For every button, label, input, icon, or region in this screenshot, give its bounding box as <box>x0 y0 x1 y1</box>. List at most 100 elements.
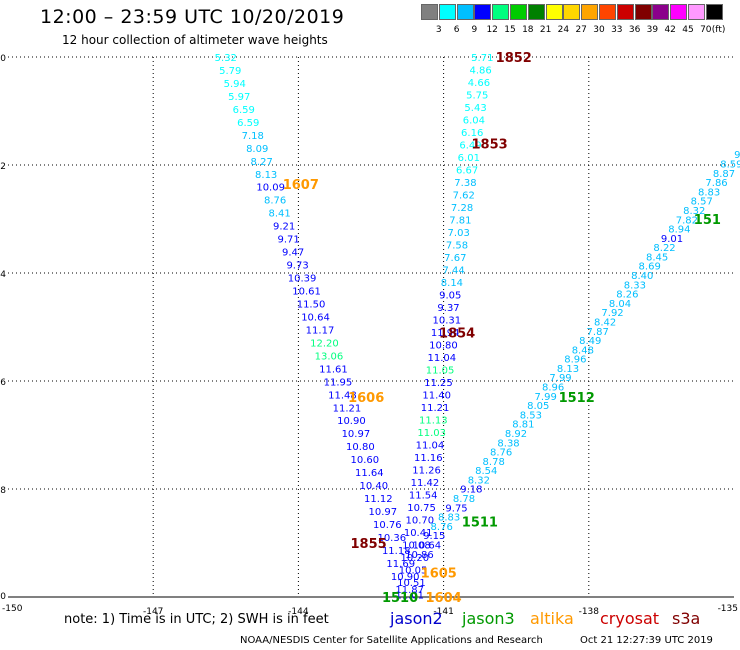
wave-height-value: 6.01 <box>458 153 480 164</box>
color-scale-label: 9 <box>471 25 478 35</box>
wave-height-value: 10.08 <box>402 540 431 551</box>
wave-height-value: 9.15 <box>423 531 445 542</box>
wave-height-value: 8.83 <box>698 187 720 198</box>
wave-height-value: 7.87 <box>587 327 609 338</box>
wave-height-value: 11.13 <box>419 415 448 426</box>
wave-height-value: 11.25 <box>424 378 453 389</box>
wave-height-value: 11.01 <box>395 590 424 601</box>
wave-height-value: 5.43 <box>464 103 486 114</box>
wave-height-value: 8.33 <box>624 280 646 291</box>
color-swatch <box>563 4 581 20</box>
wave-height-value: 4.66 <box>468 78 490 89</box>
color-scale-label: 45 <box>682 25 694 35</box>
wave-height-value: 9.37 <box>437 303 459 314</box>
wave-height-value: 8.32 <box>468 475 490 486</box>
color-swatch <box>545 4 563 20</box>
wave-height-value: 8.57 <box>691 197 713 208</box>
color-scale-label: 70 <box>700 25 712 35</box>
color-scale-label: 30 <box>593 25 605 35</box>
wave-height-value: 4.86 <box>469 65 491 76</box>
wave-height-value: 8.81 <box>512 420 534 431</box>
wave-height-value: 5.97 <box>228 92 250 103</box>
wave-height-value: 7.38 <box>454 178 476 189</box>
wave-height-value: 9.18 <box>460 485 482 496</box>
wave-height-value: 10.76 <box>373 520 402 531</box>
wave-height-value: 11.21 <box>333 403 362 414</box>
wave-height-value: 8.92 <box>505 429 527 440</box>
wave-height-value: 8.87 <box>713 169 735 180</box>
latitude-label: -44 <box>0 270 6 280</box>
wave-height-value: 9.47 <box>282 248 304 259</box>
wave-height-value: 10.90 <box>391 572 420 583</box>
wave-height-value: 8.09 <box>246 144 268 155</box>
color-swatch <box>634 4 652 20</box>
latitude-label: -48 <box>0 486 6 496</box>
wave-height-value: 5.94 <box>224 79 246 90</box>
wave-height-value: 7.58 <box>446 240 468 251</box>
pass-number-label: 1855 <box>350 537 386 552</box>
wave-height-value: 11.21 <box>421 403 450 414</box>
wave-height-value: 8.14 <box>441 278 463 289</box>
wave-height-value: 8.22 <box>653 243 675 254</box>
wave-height-value: 8.41 <box>268 209 290 220</box>
wave-height-value: 8.96 <box>542 383 564 394</box>
wave-height-value: 10.36 <box>377 533 406 544</box>
wave-height-value: 9.73 <box>286 261 308 272</box>
page-title: 12:00 – 23:59 UTC 10/20/2019 <box>40 6 345 28</box>
color-swatch <box>705 4 723 20</box>
pass-number-label: 1511 <box>462 515 498 530</box>
color-swatch <box>652 4 670 20</box>
color-scale-label: 27 <box>575 25 587 35</box>
pass-number-label: 1606 <box>348 391 384 406</box>
wave-height-value: 6.59 <box>233 105 255 116</box>
corner-lat-bottom: -50 <box>0 592 6 602</box>
wave-height-value: 11.17 <box>306 325 335 336</box>
pass-number-label: 1604 <box>426 591 462 606</box>
color-scale-label: 12 <box>486 25 498 35</box>
wave-height-value: 8.45 <box>646 252 668 263</box>
pass-number-label: 1852 <box>496 51 532 66</box>
wave-height-value: 7.44 <box>442 265 464 276</box>
wave-height-value: 11.04 <box>427 353 456 364</box>
wave-height-value: 5.32 <box>215 53 237 64</box>
wave-height-value: 8.40 <box>631 271 653 282</box>
wave-height-value: 11.48 <box>328 390 357 401</box>
corner-lon-left: -150 <box>2 604 23 614</box>
wave-height-value: 8.69 <box>639 262 661 273</box>
corner-lon-right: -135 <box>718 604 738 614</box>
wave-height-value: 9.75 <box>445 503 467 514</box>
color-scale-label: 15 <box>504 25 516 35</box>
wave-height-value: 11.40 <box>422 390 451 401</box>
wave-height-value: 8.05 <box>527 401 549 412</box>
wave-height-value: 11.42 <box>411 478 440 489</box>
wave-height-value: 9.01 <box>661 234 683 245</box>
wave-height-value: 7.92 <box>601 308 623 319</box>
wave-height-value: 11.94 <box>431 328 460 339</box>
wave-height-value: 9.21 <box>273 222 295 233</box>
pass-number-label: 1512 <box>559 391 595 406</box>
wave-height-value: 8.96 <box>564 355 586 366</box>
wave-height-value: 8.83 <box>438 513 460 524</box>
wave-height-value: 7.62 <box>453 190 475 201</box>
wave-height-value: 10.61 <box>292 287 321 298</box>
wave-height-value: 10.75 <box>407 503 436 514</box>
wave-height-value: 9. <box>734 150 740 161</box>
color-swatch <box>456 4 474 20</box>
wave-height-value: 10.41 <box>404 528 433 539</box>
wave-height-value: 9.05 <box>439 290 461 301</box>
wave-height-value: 11.26 <box>412 465 441 476</box>
wave-height-value: 8.32 <box>683 206 705 217</box>
wave-height-value: 10.51 <box>397 578 426 589</box>
wave-height-value: 7.28 <box>451 203 473 214</box>
wave-height-value: 5.75 <box>466 90 488 101</box>
wave-height-value: 12.20 <box>310 338 339 349</box>
longitude-label: -141 <box>433 607 453 617</box>
wave-height-value: 10.40 <box>360 481 389 492</box>
pass-number-label: 1605 <box>421 567 457 582</box>
wave-height-value: 7.81 <box>449 215 471 226</box>
satellite-legend-jason3: jason3 <box>462 609 515 628</box>
color-swatch <box>438 4 456 20</box>
wave-height-value: 11.04 <box>416 440 445 451</box>
wave-height-value: 10.90 <box>337 416 366 427</box>
